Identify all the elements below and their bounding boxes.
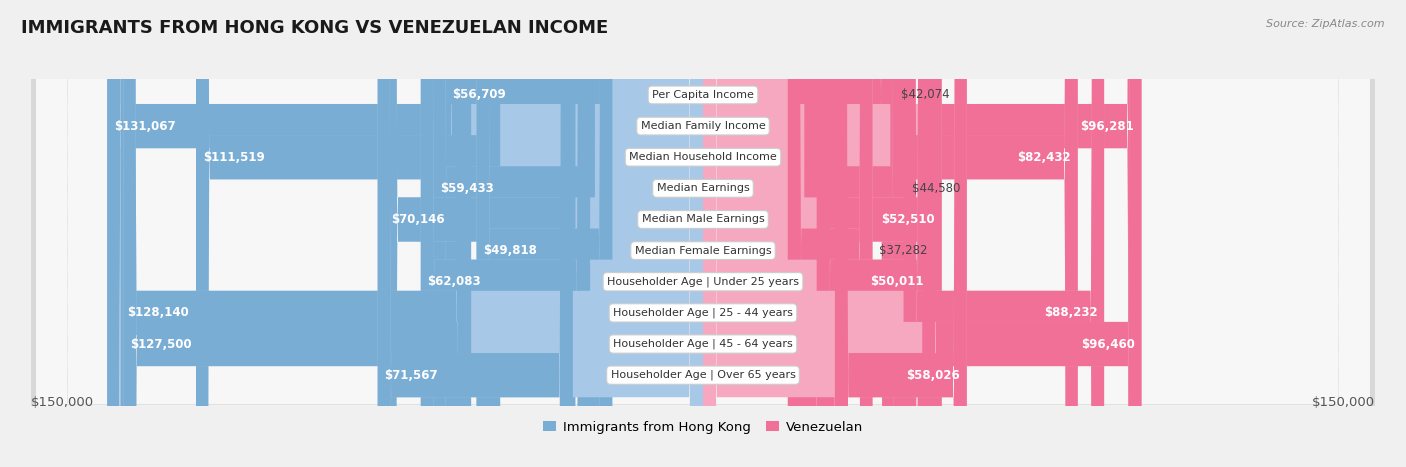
Text: $150,000: $150,000 [1312,396,1375,409]
FancyBboxPatch shape [823,0,942,467]
Text: Median Household Income: Median Household Income [628,152,778,162]
FancyBboxPatch shape [904,0,1104,467]
FancyBboxPatch shape [195,0,501,467]
FancyBboxPatch shape [384,0,575,467]
FancyBboxPatch shape [124,0,703,467]
FancyBboxPatch shape [31,0,1375,467]
FancyBboxPatch shape [384,0,703,467]
FancyBboxPatch shape [31,0,1375,467]
FancyBboxPatch shape [195,0,703,467]
Text: $96,281: $96,281 [1080,120,1133,133]
FancyBboxPatch shape [922,0,1142,467]
Text: IMMIGRANTS FROM HONG KONG VS VENEZUELAN INCOME: IMMIGRANTS FROM HONG KONG VS VENEZUELAN … [21,19,609,37]
Text: Householder Age | Under 25 years: Householder Age | Under 25 years [607,276,799,287]
FancyBboxPatch shape [817,0,931,467]
FancyBboxPatch shape [31,0,1375,467]
FancyBboxPatch shape [703,0,1140,467]
FancyBboxPatch shape [446,0,703,467]
Text: $71,567: $71,567 [384,368,439,382]
Text: Median Earnings: Median Earnings [657,184,749,193]
FancyBboxPatch shape [31,0,1375,467]
Text: $59,433: $59,433 [440,182,494,195]
Text: $58,026: $58,026 [907,368,960,382]
Text: $50,011: $50,011 [870,275,924,288]
FancyBboxPatch shape [31,0,1375,467]
FancyBboxPatch shape [107,0,703,467]
Text: $131,067: $131,067 [114,120,176,133]
Text: $44,580: $44,580 [912,182,960,195]
FancyBboxPatch shape [124,0,471,467]
FancyBboxPatch shape [703,0,1142,467]
FancyBboxPatch shape [703,0,1078,467]
FancyBboxPatch shape [37,0,1369,467]
FancyBboxPatch shape [477,0,703,467]
FancyBboxPatch shape [703,0,905,467]
FancyBboxPatch shape [37,0,1369,467]
FancyBboxPatch shape [703,0,931,467]
Text: $150,000: $150,000 [31,396,94,409]
Text: $82,432: $82,432 [1018,151,1071,164]
Text: $128,140: $128,140 [128,306,188,319]
FancyBboxPatch shape [37,0,1369,467]
Text: $96,460: $96,460 [1081,338,1135,351]
FancyBboxPatch shape [787,0,873,467]
Text: Median Male Earnings: Median Male Earnings [641,214,765,225]
Text: $88,232: $88,232 [1043,306,1097,319]
FancyBboxPatch shape [37,0,1369,467]
FancyBboxPatch shape [433,0,595,467]
FancyBboxPatch shape [31,0,1375,467]
FancyBboxPatch shape [31,0,1375,467]
FancyBboxPatch shape [433,0,703,467]
FancyBboxPatch shape [703,0,873,467]
Text: Source: ZipAtlas.com: Source: ZipAtlas.com [1267,19,1385,28]
FancyBboxPatch shape [799,0,894,467]
FancyBboxPatch shape [420,0,703,467]
FancyBboxPatch shape [804,0,905,467]
Text: Median Female Earnings: Median Female Earnings [634,246,772,255]
Text: $127,500: $127,500 [131,338,191,351]
Text: $42,074: $42,074 [901,88,949,101]
Text: Householder Age | 25 - 44 years: Householder Age | 25 - 44 years [613,308,793,318]
Text: Householder Age | 45 - 64 years: Householder Age | 45 - 64 years [613,339,793,349]
FancyBboxPatch shape [37,0,1369,467]
Text: Per Capita Income: Per Capita Income [652,90,754,100]
Text: $52,510: $52,510 [882,213,935,226]
Text: Median Family Income: Median Family Income [641,121,765,131]
FancyBboxPatch shape [420,0,591,467]
Text: $56,709: $56,709 [451,88,506,101]
FancyBboxPatch shape [107,0,464,467]
FancyBboxPatch shape [31,0,1375,467]
FancyBboxPatch shape [378,0,703,467]
FancyBboxPatch shape [37,0,1369,467]
FancyBboxPatch shape [121,0,470,467]
Text: $49,818: $49,818 [484,244,537,257]
Legend: Immigrants from Hong Kong, Venezuelan: Immigrants from Hong Kong, Venezuelan [537,415,869,439]
Text: Householder Age | Over 65 years: Householder Age | Over 65 years [610,370,796,381]
FancyBboxPatch shape [37,0,1369,467]
FancyBboxPatch shape [37,0,1369,467]
FancyBboxPatch shape [703,0,942,467]
FancyBboxPatch shape [703,0,894,467]
FancyBboxPatch shape [703,0,967,467]
FancyBboxPatch shape [477,0,613,467]
FancyBboxPatch shape [121,0,703,467]
FancyBboxPatch shape [835,0,967,467]
FancyBboxPatch shape [37,0,1369,467]
FancyBboxPatch shape [446,0,600,467]
FancyBboxPatch shape [37,0,1369,467]
Text: $70,146: $70,146 [391,213,444,226]
Text: $37,282: $37,282 [879,244,928,257]
FancyBboxPatch shape [703,0,1104,467]
Text: $62,083: $62,083 [427,275,481,288]
FancyBboxPatch shape [378,0,572,467]
FancyBboxPatch shape [31,0,1375,467]
Text: $111,519: $111,519 [202,151,264,164]
FancyBboxPatch shape [31,0,1375,467]
FancyBboxPatch shape [890,0,1078,467]
FancyBboxPatch shape [922,0,1140,467]
